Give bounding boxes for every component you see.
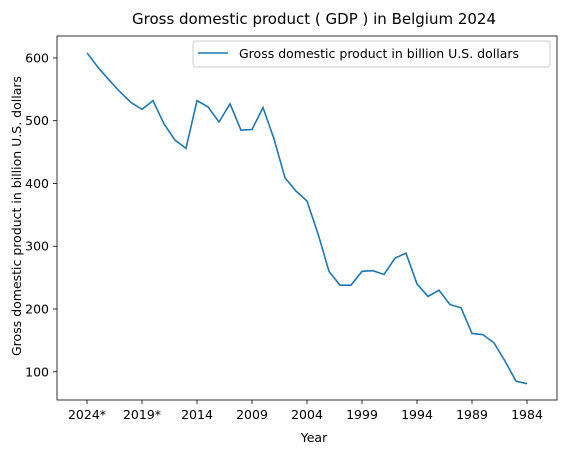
y-tick-label: 500 <box>25 113 49 128</box>
x-axis: 2024* 2019* 2014 2009 2004 1999 1994 1989 1984 <box>68 400 543 422</box>
x-axis-title: Year <box>300 430 328 445</box>
y-tick-label: 400 <box>25 176 49 191</box>
y-axis: 100 200 300 400 500 600 <box>25 50 57 379</box>
plot-area: 2024* 2019* 2014 2009 2004 1999 1994 1989 1984 1… <box>25 35 558 422</box>
x-tick-label: 1999 <box>346 407 378 422</box>
x-tick-label: 1994 <box>401 407 433 422</box>
x-tick-label: 2024* <box>68 407 106 422</box>
y-axis-title: Gross domestic product in billion U.S. d… <box>9 76 24 356</box>
y-tick-label: 100 <box>25 364 49 379</box>
y-tick-label: 300 <box>25 239 49 254</box>
chart-title: Gross domestic product ( GDP ) in Belgiu… <box>132 10 496 28</box>
x-tick-label: 1984 <box>511 407 543 422</box>
y-tick-label: 200 <box>25 302 49 317</box>
legend: Gross domestic product in billion U.S. d… <box>192 40 551 68</box>
x-tick-label: 2019* <box>123 407 161 422</box>
legend-box <box>192 40 551 68</box>
legend-label: Gross domestic product in billion U.S. d… <box>239 46 519 61</box>
series-line-gdp <box>86 52 528 385</box>
x-tick-label: 2004 <box>291 407 323 422</box>
y-tick-label: 600 <box>25 50 49 65</box>
x-tick-label: 1989 <box>456 407 488 422</box>
x-tick-label: 2009 <box>236 407 268 422</box>
x-tick-label: 2014 <box>181 407 213 422</box>
